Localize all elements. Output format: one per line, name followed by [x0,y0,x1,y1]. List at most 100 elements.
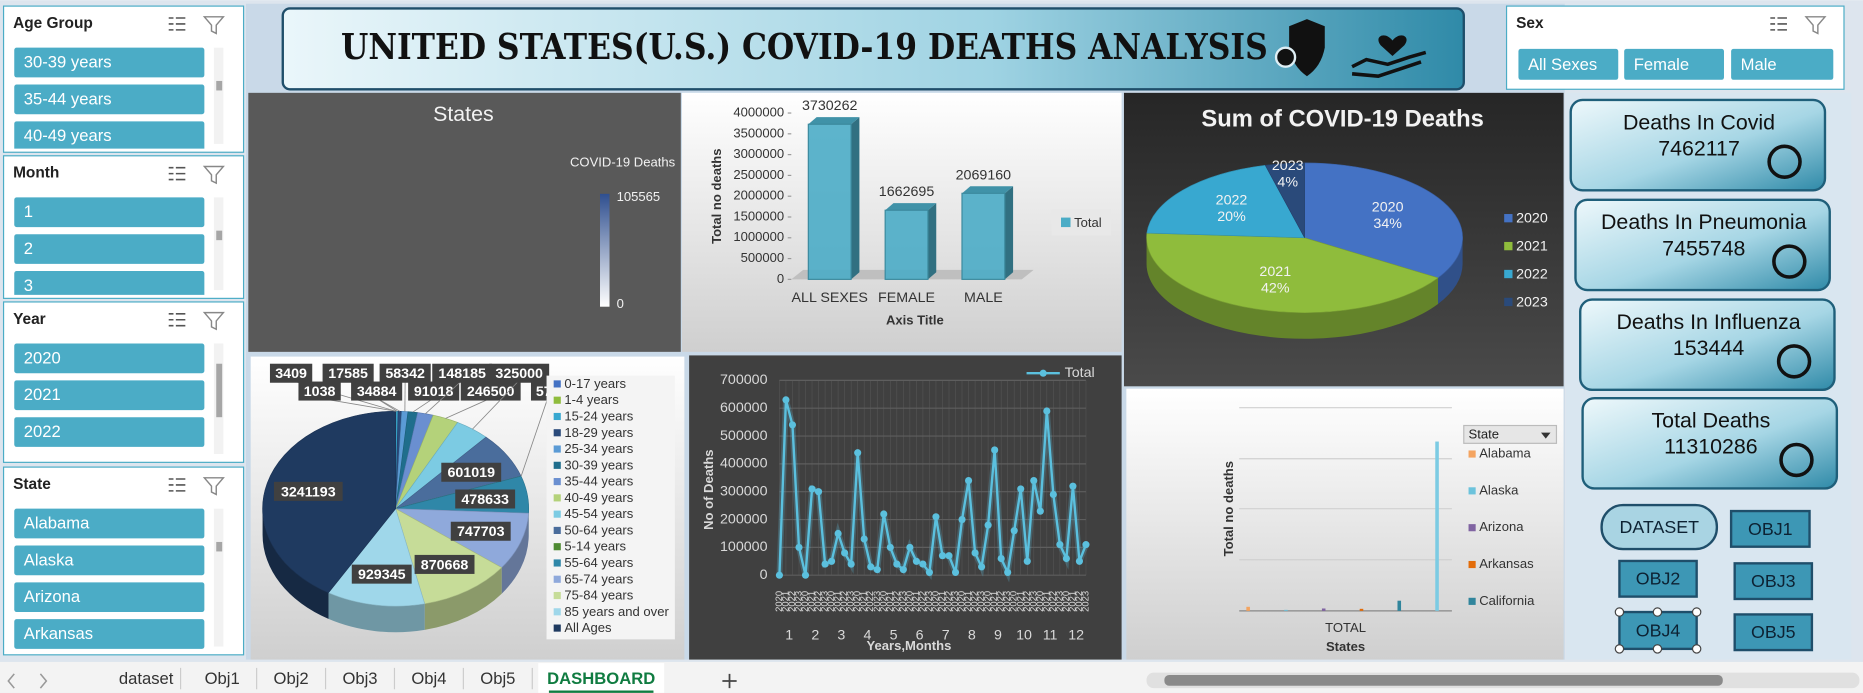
slicer-title: Year [13,311,46,328]
legend-swatch [553,380,561,388]
slicer-scroll-thumb[interactable] [216,541,223,552]
x-tick-label: 2021 [963,591,974,612]
kpi-card [1579,298,1836,392]
sheet-tab[interactable]: dataset [119,669,174,688]
data-label: 3409 [275,366,307,382]
slicer-item[interactable] [1731,48,1834,80]
slicer-item[interactable] [1518,48,1619,80]
data-label: 34884 [357,384,397,400]
legend-label: 65-74 years [564,571,633,586]
legend-label: 25-34 years [564,441,633,456]
line-point [991,446,999,454]
legend-swatch [1504,297,1513,307]
slicer-clear-icon[interactable] [202,477,225,496]
slicer-multiselect-icon[interactable] [1770,17,1787,31]
line-point [880,510,888,518]
x-group-label: 5 [890,628,898,644]
slicer-item[interactable] [14,380,205,411]
data-label-box [379,363,431,383]
bar [1284,609,1288,611]
slicer-scroll-thumb[interactable] [216,230,223,241]
bar [884,209,929,280]
slicer-item[interactable] [14,619,205,649]
line-point [1023,557,1031,565]
legend-label: 50-64 years [564,522,633,537]
legend-swatch [553,445,561,453]
slicer-item[interactable] [1624,48,1724,80]
pie-side [1437,237,1463,305]
sheet-tab[interactable]: Obj2 [274,669,309,688]
leader-line [520,398,549,477]
nav-button[interactable] [1618,559,1698,598]
scrollbar-thumb[interactable] [1164,675,1723,686]
x-group-label: 11 [1043,628,1058,644]
legend-title: COVID-19 Deaths [570,154,676,169]
line-point [821,560,829,568]
slicer-item[interactable] [14,343,205,374]
dropdown-arrow[interactable] [1541,432,1551,439]
line-point [795,543,803,551]
dashboard-title: UNITED STATES(U.S.) COVID-19 DEATHS ANAL… [341,27,1268,68]
kpi-value: 7455748 [1662,236,1745,260]
sheet-tab[interactable]: DASHBOARD [547,669,655,688]
sheet-tab[interactable]: Obj1 [205,669,240,688]
nav-button[interactable] [1600,503,1719,551]
nav-button[interactable] [1733,613,1814,652]
slicer-item-label: 3 [24,276,33,295]
slicer-multiselect-icon[interactable] [168,166,186,181]
slicer-item[interactable] [14,271,205,301]
legend-label: All Ages [564,620,612,635]
line-point [1017,485,1025,493]
slicer-clear-icon[interactable] [202,311,225,331]
legend-label: 5-14 years [564,539,626,554]
slicer-title: Month [13,165,59,182]
nav-button[interactable] [1733,562,1814,601]
data-label-box [455,489,516,509]
x-tick-label: MALE [964,290,1003,306]
slicer-multiselect-icon[interactable] [168,478,186,492]
slicer-item-label: 2020 [24,348,61,367]
slicer-item[interactable] [14,121,205,151]
slicer-multiselect-icon[interactable] [168,17,186,31]
slicer-item[interactable] [14,545,205,576]
selection-handle [1691,644,1702,654]
slicer-clear-icon[interactable] [202,165,225,185]
line-point [1082,541,1090,549]
sheet-tab[interactable]: Obj5 [480,669,515,688]
data-label: 325000 [495,366,543,382]
slicer-item[interactable] [14,582,205,613]
nav-button[interactable] [1729,509,1811,548]
sheet-nav[interactable] [7,673,48,689]
slicer-scrollbar [213,47,224,144]
data-label: 42% [1261,281,1290,297]
slicer-item-label: Alabama [24,514,90,533]
slicer-scroll-thumb[interactable] [216,80,223,91]
slicer-item[interactable] [14,47,205,78]
line-point [997,554,1005,563]
legend-header[interactable] [1463,424,1558,444]
data-label: 34% [1373,216,1402,232]
x-tick-label: 2023 [924,591,935,612]
x-group-label: 8 [968,628,976,644]
slicer-item[interactable] [14,508,205,539]
slicer-item[interactable] [14,234,205,264]
leader-line [472,380,520,430]
sheet-tab[interactable]: Obj4 [411,669,446,688]
slicer-clear-icon[interactable] [1804,16,1827,35]
line-point [958,515,966,524]
y-axis-label: Total no deaths [1221,461,1236,556]
add-sheet[interactable] [722,673,737,689]
sheet-tab[interactable]: Obj3 [342,669,377,688]
slicer-scroll-thumb[interactable] [216,363,223,418]
legend-label: 2023 [1516,294,1548,310]
slicer-item-label: 40-49 years [24,126,112,145]
slicer-item[interactable] [14,84,205,115]
bar [1321,608,1326,611]
slicer-item[interactable] [14,417,205,447]
slicer-clear-icon[interactable] [202,16,225,35]
slicer-item[interactable] [14,197,205,228]
slicer-multiselect-icon[interactable] [168,313,186,327]
legend-label: 75-84 years [564,588,633,603]
kpi-card [1581,396,1839,490]
nav-button[interactable] [1618,610,1698,651]
